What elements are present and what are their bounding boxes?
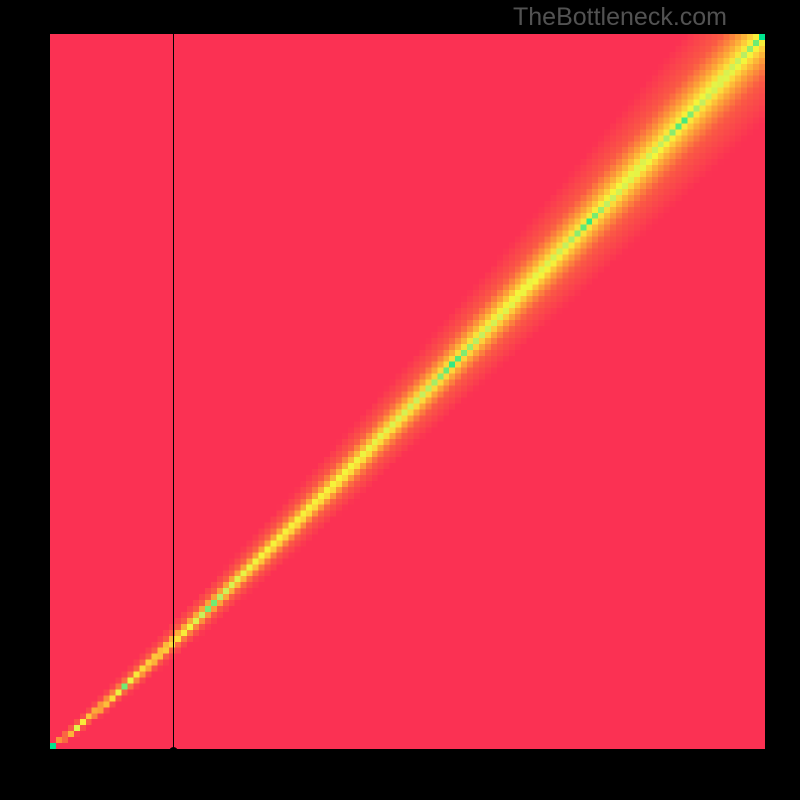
- chart-container: TheBottleneck.com: [0, 0, 800, 800]
- marker-dot: [169, 747, 178, 756]
- bottleneck-heatmap: [50, 34, 765, 749]
- watermark-text: TheBottleneck.com: [513, 3, 727, 32]
- x-axis-line: [40, 751, 769, 752]
- marker-vertical-line: [173, 34, 174, 751]
